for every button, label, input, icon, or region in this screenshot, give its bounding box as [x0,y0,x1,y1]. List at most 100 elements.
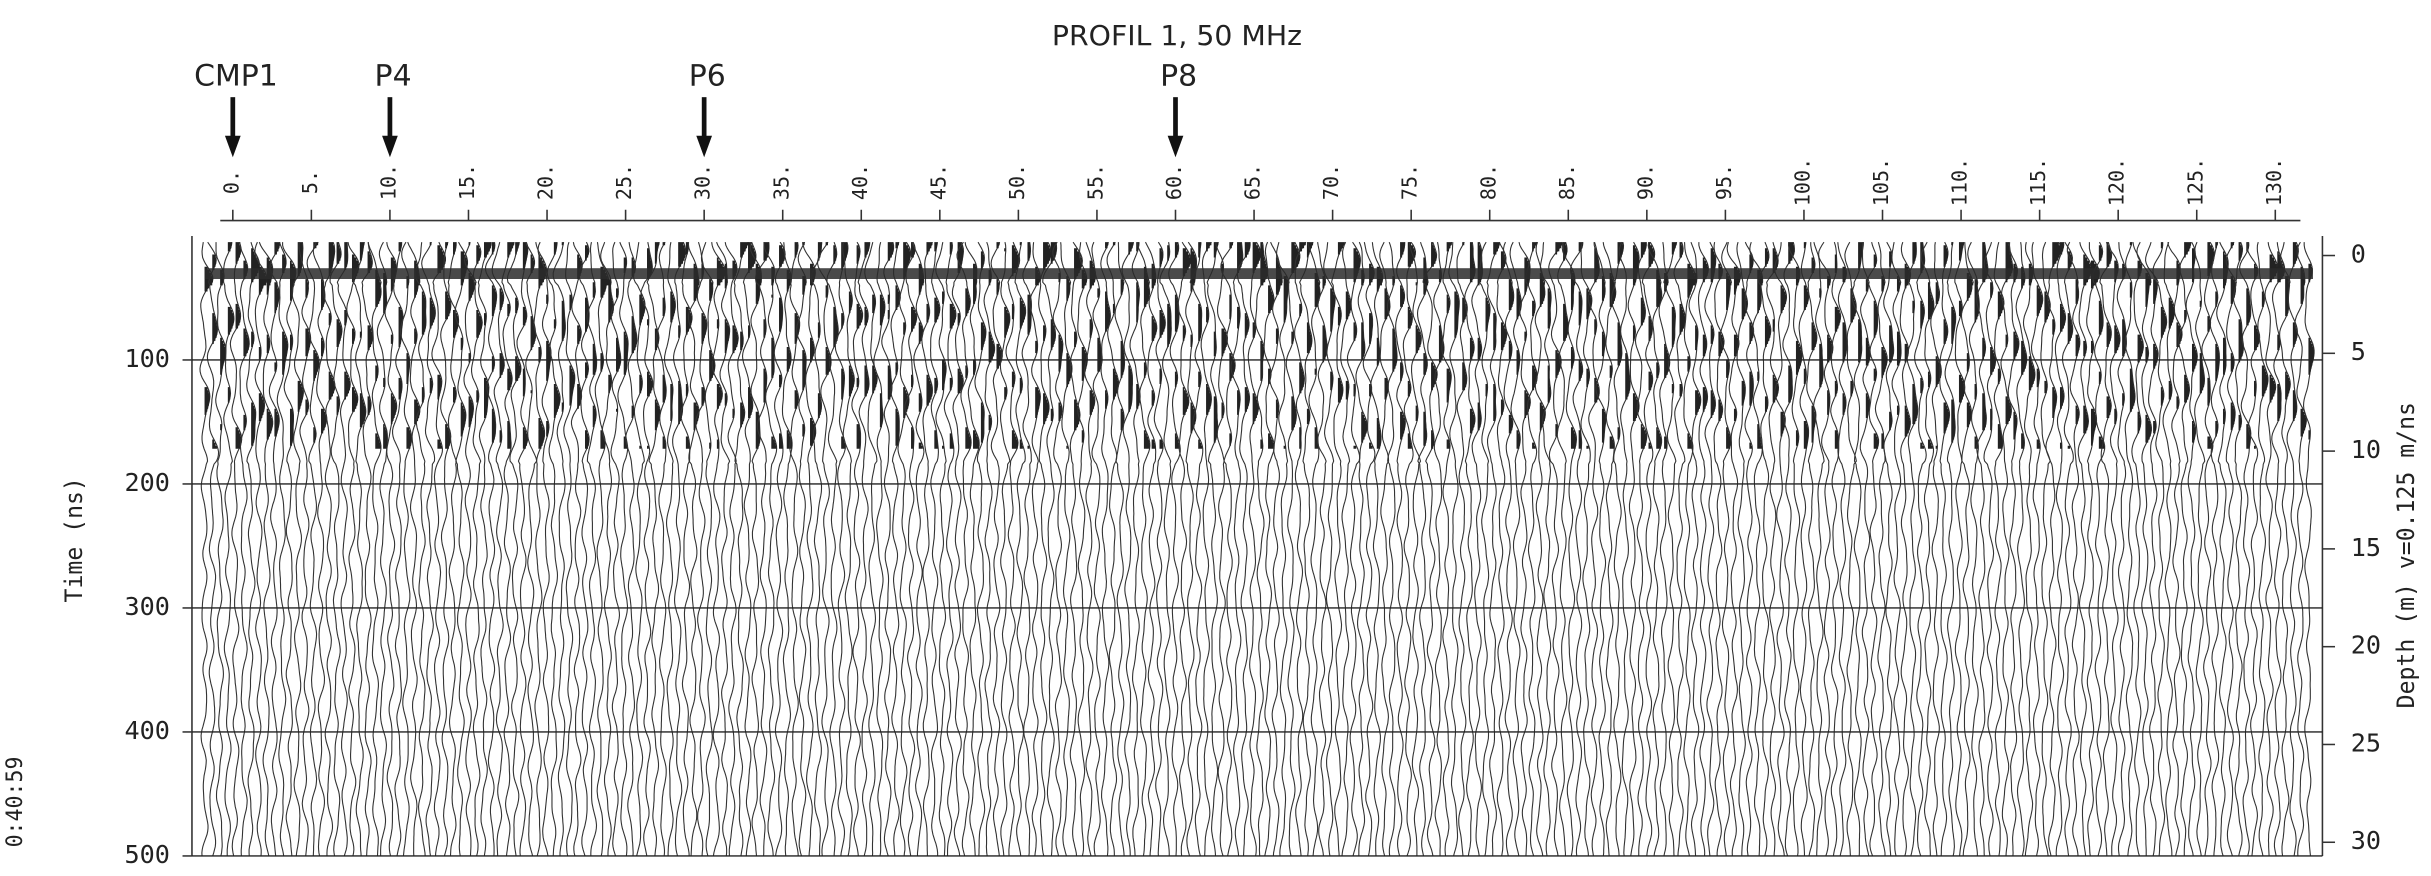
trace-fill [2145,272,2152,443]
trace-fill [2036,285,2043,449]
trace-fill [243,260,250,431]
trace [586,242,598,856]
trace-fill [1664,272,1670,449]
x-tick-label: 40. [848,164,872,200]
trace-fill [359,242,366,428]
trace-fill [841,242,848,449]
trace-fill [1827,276,1833,415]
trace [873,242,886,857]
trace-fill [2300,266,2307,437]
trace-fill [452,242,459,403]
trace [1029,242,1041,857]
trace [223,242,235,856]
trace [999,242,1011,857]
trace-fill [1881,276,1888,449]
trace [552,242,566,856]
trace [802,242,817,856]
trace [1798,242,1810,856]
trace-fill [1780,285,1787,437]
trace-fill [2059,242,2066,449]
chart-title: PROFIL 1, 50 MHz [1052,19,1302,52]
trace [1038,241,1052,857]
trace-fill [2160,242,2167,406]
trace-fill [1795,266,1802,446]
trace [1220,241,1236,857]
trace-fill [988,269,995,431]
trace-fill [1213,242,1219,443]
trace [1206,242,1219,856]
trace-fill [1074,248,1083,431]
y2-axis-label: Depth (m) v=0.125 m/ns [2392,402,2420,708]
trace [2145,241,2159,857]
trace-fill [1252,242,1261,425]
trace-fill [2261,291,2268,397]
trace-fill [2168,297,2175,400]
trace [1285,241,1301,857]
trace [1561,241,1578,857]
trace-fill [771,266,777,449]
trace-fill [965,288,972,449]
trace-fill [1974,279,1980,449]
trace-fill [546,294,552,437]
trace [1177,241,1192,857]
trace [1323,242,1336,857]
trace [1379,241,1391,857]
x-tick-label: 125. [2183,158,2207,206]
trace [1744,241,1755,857]
trace [1255,242,1269,856]
trace [1634,242,1648,856]
annotation-arrowhead [696,135,713,158]
x-tick-label: 65. [1240,164,1264,200]
trace-fill [1508,279,1514,434]
trace [656,241,667,857]
trace-fill [1671,242,1677,394]
trace-fill [592,282,597,428]
trace [600,241,615,856]
trace-fill [740,242,749,428]
trace [1263,241,1275,857]
trace [1317,242,1328,857]
strong-reflector [204,268,2313,279]
annotation-label: CMP1 [194,59,278,93]
trace-fill [1912,242,1918,425]
trace [1464,242,1476,857]
trace [485,242,498,856]
trace-fill [2308,263,2315,440]
trace-fill [600,266,609,449]
trace [2302,242,2315,857]
trace-fill [1749,254,1754,449]
trace [741,241,757,856]
trace-fill [2199,300,2205,394]
trace [755,242,770,856]
trace [533,242,548,857]
x-tick-label: 80. [1476,164,1500,200]
trace [890,241,901,856]
trace-fill [1640,242,1647,449]
trace [1939,241,1951,856]
trace [1091,241,1103,857]
trace [990,241,1003,857]
trace-fill [2137,260,2144,434]
trace [1362,242,1376,857]
x-tick-label: 110. [1947,158,1971,206]
trace-fill [1291,242,1300,431]
trace [1370,242,1384,856]
trace [323,241,336,856]
trace [983,241,996,857]
trace-fill [2122,263,2127,406]
trace-fill [445,242,451,449]
trace-fill [701,263,707,406]
trace-fill [1105,242,1111,409]
trace [1698,242,1709,856]
trace-fill [1330,288,1336,391]
trace-fill [1617,242,1624,440]
x-tick-label: 20. [533,164,557,200]
trace [1602,242,1617,857]
trace-fill [631,257,637,418]
trace [1471,241,1484,857]
trace [2239,242,2252,857]
trace [1509,241,1522,857]
trace [789,242,801,856]
y2-tick-label: 5 [2351,337,2366,366]
x-tick-label: 115. [2026,158,2050,206]
